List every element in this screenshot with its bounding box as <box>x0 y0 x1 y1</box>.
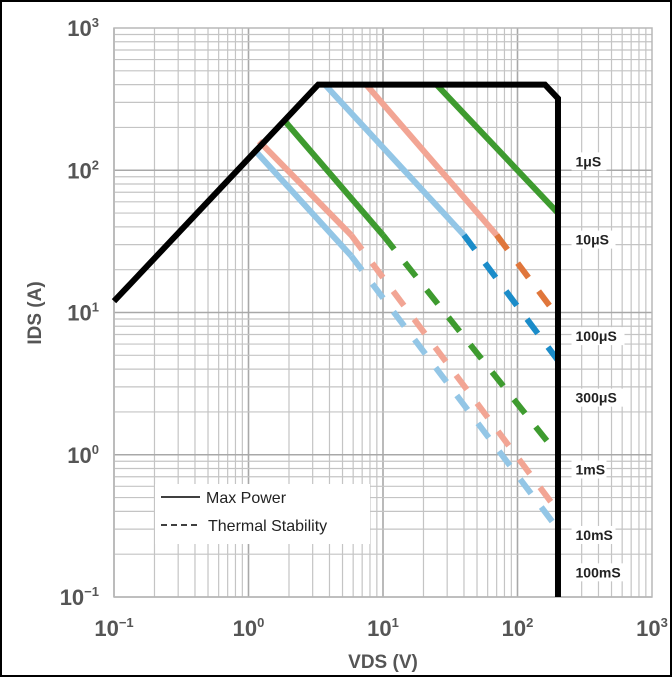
legend-thermal-stability: Thermal Stability <box>208 518 327 535</box>
curve-label-5: 1mS <box>576 462 606 478</box>
curve-label-bg-7 <box>571 563 625 582</box>
y-tick-label-1: 10−1 <box>60 584 99 610</box>
x-tick-label-4: 102 <box>502 615 534 641</box>
curve-label-1: 1μS <box>576 153 602 169</box>
x-axis-title: VDS (V) <box>348 652 418 673</box>
legend-box <box>155 484 370 544</box>
series-3-thermal-stability-line <box>461 233 561 363</box>
series-6-max-power-line <box>251 147 354 258</box>
curve-label-bg-4 <box>571 388 625 407</box>
legend: Max Power Thermal Stability <box>155 484 370 544</box>
series-4-max-power-line <box>280 116 386 238</box>
curve-label-7: 100mS <box>576 564 621 580</box>
curve-labels: 1μS 10μS 100μS 300μS 1mS 10mS 100mS <box>571 152 625 582</box>
series-2-max-power-line <box>363 82 499 238</box>
y-tick-label-2: 100 <box>67 442 99 468</box>
series-5-max-power-line <box>257 139 354 238</box>
curve-label-bg-2 <box>571 230 616 249</box>
x-tick-label-5: 103 <box>636 615 668 641</box>
plot-area-border <box>113 27 653 598</box>
curve-label-bg-5 <box>571 460 607 479</box>
curve-label-bg-6 <box>571 525 616 544</box>
y-axis-title: IDS (A) <box>25 281 46 344</box>
legend-max-power: Max Power <box>206 490 287 507</box>
tick-labels: 10−1 100 101 102 103 10−1 100 101 102 103 <box>60 15 668 641</box>
series-3-max-power-line <box>322 82 467 238</box>
series-4-thermal-stability-line <box>380 233 561 457</box>
curve-label-bg-1 <box>571 152 607 171</box>
y-tick-label-5: 103 <box>67 15 99 41</box>
series-1-max-power-line <box>434 82 561 216</box>
x-tick-label-2: 100 <box>233 615 265 641</box>
series-6-thermal-stability-line <box>348 254 561 531</box>
curve-label-2: 10μS <box>576 232 609 248</box>
x-tick-label-3: 101 <box>367 615 399 641</box>
series-2-thermal-stability-line <box>494 233 561 319</box>
curve-label-bg-3 <box>571 327 625 346</box>
chart-marks <box>111 81 561 597</box>
curve-label-4: 300μS <box>576 390 617 406</box>
y-tick-label-3: 101 <box>67 300 99 326</box>
curve-label-6: 10mS <box>576 527 613 543</box>
y-tick-label-4: 102 <box>67 157 99 183</box>
series-5-thermal-stability-line <box>348 233 561 514</box>
max-power-boundary-line <box>111 81 561 597</box>
curve-label-3: 100μS <box>576 328 617 344</box>
x-tick-label-1: 10−1 <box>94 615 133 641</box>
